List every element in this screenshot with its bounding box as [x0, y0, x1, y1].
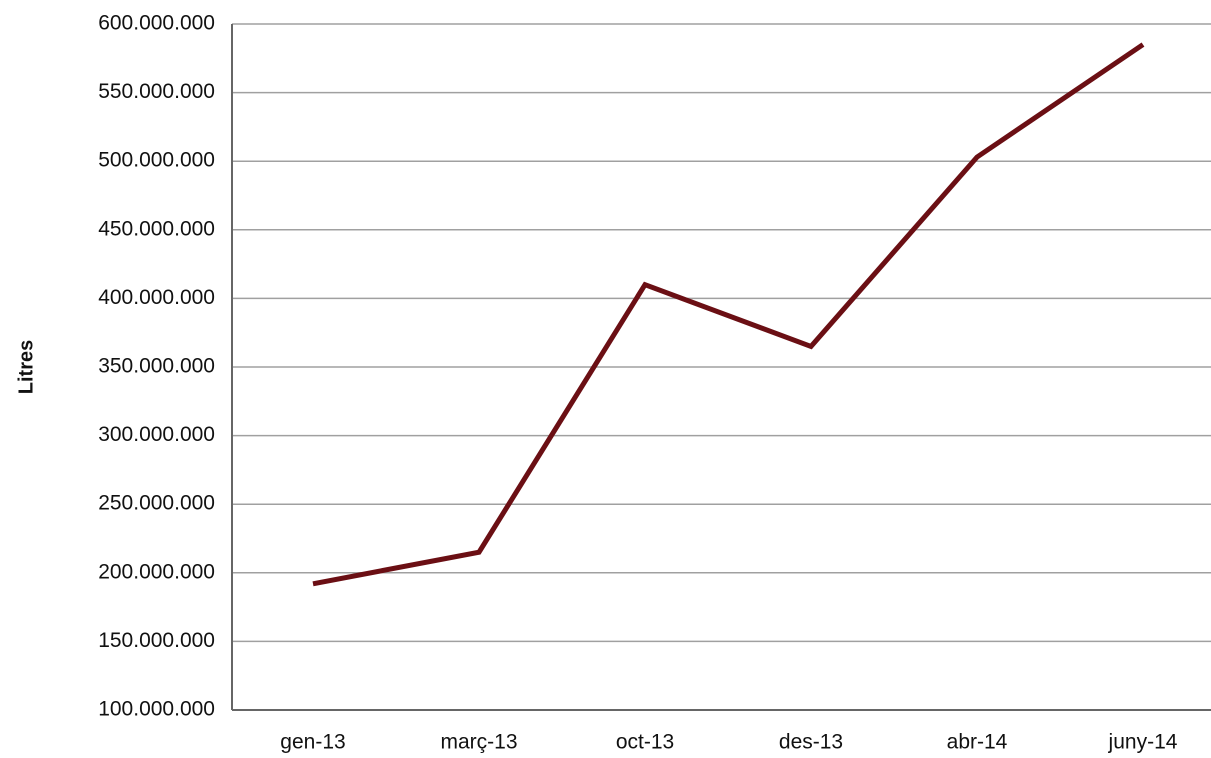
- x-tick-label: gen-13: [280, 731, 345, 754]
- x-tick-label: des-13: [779, 731, 843, 754]
- y-tick-label: 600.000.000: [98, 12, 215, 35]
- x-tick-label: març-13: [440, 731, 517, 754]
- y-tick-label: 450.000.000: [98, 217, 215, 240]
- y-tick-label: 300.000.000: [98, 423, 215, 446]
- y-axis-label: Litres: [15, 340, 37, 394]
- y-tick-label: 150.000.000: [98, 629, 215, 652]
- y-tick-label: 350.000.000: [98, 355, 215, 378]
- y-tick-label: 500.000.000: [98, 149, 215, 172]
- y-tick-label: 100.000.000: [98, 698, 215, 721]
- x-tick-label: oct-13: [616, 731, 674, 754]
- x-tick-label: juny-14: [1108, 731, 1178, 754]
- y-tick-label: 200.000.000: [98, 560, 215, 583]
- data-line: [312, 42, 1145, 587]
- y-tick-label: 400.000.000: [98, 286, 215, 309]
- x-tick-label: abr-14: [947, 731, 1008, 754]
- y-tick-label: 550.000.000: [98, 80, 215, 103]
- y-tick-label: 250.000.000: [98, 492, 215, 515]
